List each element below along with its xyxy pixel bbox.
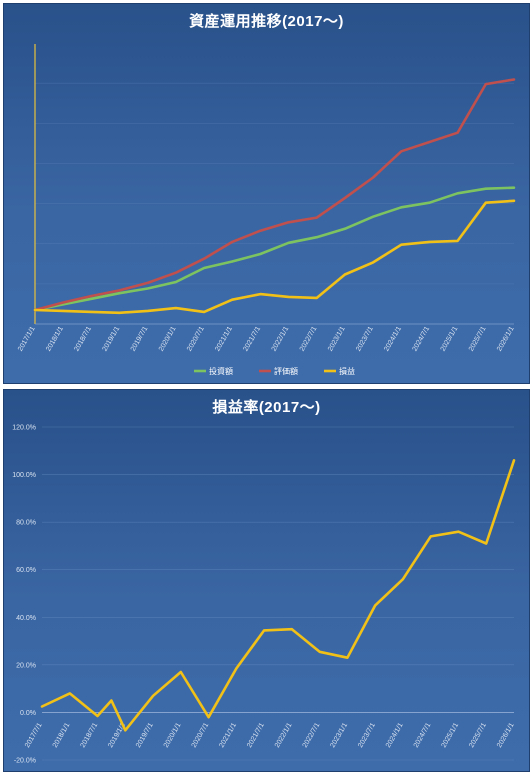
legend-label: 損益 — [339, 366, 355, 376]
x-tick-label: 2023/1/1 — [327, 325, 347, 352]
x-tick-label: 2022/1/1 — [274, 722, 294, 749]
x-tick-label: 2025/1/1 — [441, 722, 461, 749]
x-tick-label: 2022/7/1 — [299, 325, 319, 352]
x-tick-label: 2018/7/1 — [73, 325, 93, 352]
profit-rate-chart: 損益率(2017～) 120.0% 100.0% 80.0% 60.0% 40.0% 20… — [3, 389, 530, 772]
y-tick-label: 60.0% — [16, 567, 36, 574]
x-tick-label: 2021/7/1 — [246, 722, 266, 749]
series-line — [40, 459, 516, 732]
x-tick-label: 2020/7/1 — [191, 722, 211, 749]
x-tick-label: 2019/7/1 — [135, 722, 155, 749]
profit-rate-plot: 120.0% 100.0% 80.0% 60.0% 40.0% 20.0% 0.0% -20.… — [12, 425, 516, 765]
x-tick-label: 2021/7/1 — [242, 325, 262, 352]
x-tick-label: 2017/7/1 — [24, 722, 44, 749]
x-tick-label: 2022/1/1 — [271, 325, 291, 352]
x-tick-label: 2020/7/1 — [186, 325, 206, 352]
x-tick-label: 2024/1/1 — [383, 325, 403, 352]
x-tick-label: 2017/1/1 — [17, 325, 37, 352]
x-tick-label: 2021/1/1 — [214, 325, 234, 352]
x-tick-label: 2024/1/1 — [385, 722, 405, 749]
x-tick-label: 2018/1/1 — [45, 325, 65, 352]
x-tick-label: 2026/1/1 — [496, 722, 516, 749]
x-tick-label: 2025/1/1 — [440, 325, 460, 352]
chart-title: 損益率(2017～) — [212, 399, 321, 416]
y-tick-label: 100.0% — [12, 472, 36, 479]
series-line — [33, 78, 516, 312]
chart-title: 資産運用推移(2017～) — [189, 13, 344, 30]
x-tick-label: 2019/7/1 — [130, 325, 150, 352]
x-tick-label: 2025/7/1 — [468, 325, 488, 352]
x-tick-label: 2025/7/1 — [468, 722, 488, 749]
asset-trend-chart: 資産運用推移(2017～) 2017/1/1 2018/1/1 2018/7/1 20… — [3, 3, 530, 384]
x-tick-label: 2018/1/1 — [52, 722, 72, 749]
legend: 投資額 評価額 損益 — [194, 366, 355, 376]
x-tick-label: 2020/1/1 — [158, 325, 178, 352]
y-tick-label: 120.0% — [12, 425, 36, 432]
legend-label: 評価額 — [274, 366, 298, 376]
y-tick-label: 0.0% — [20, 710, 36, 717]
series-line — [33, 186, 516, 312]
x-tick-label: 2022/7/1 — [302, 722, 322, 749]
legend-label: 投資額 — [209, 366, 233, 376]
x-tick-label: 2023/1/1 — [329, 722, 349, 749]
y-tick-label: 40.0% — [16, 615, 36, 622]
x-tick-label: 2023/7/1 — [357, 722, 377, 749]
x-tick-label: 2020/1/1 — [163, 722, 183, 749]
x-tick-label: 2023/7/1 — [355, 325, 375, 352]
x-tick-label: 2024/7/1 — [413, 722, 433, 749]
x-tick-label: 2019/1/1 — [102, 325, 122, 352]
x-tick-label: 2024/7/1 — [412, 325, 432, 352]
y-tick-label: 80.0% — [16, 520, 36, 527]
y-tick-label: 20.0% — [16, 662, 36, 669]
x-tick-label: 2018/7/1 — [80, 722, 100, 749]
series-line — [33, 199, 516, 315]
x-tick-label: 2021/1/1 — [218, 722, 238, 749]
asset-trend-plot: 2017/1/1 2018/1/1 2018/7/1 2019/1/1 2019/7/1… — [17, 44, 516, 376]
x-tick-label: 2026/1/1 — [496, 325, 516, 352]
y-tick-label: -20.0% — [14, 758, 36, 765]
